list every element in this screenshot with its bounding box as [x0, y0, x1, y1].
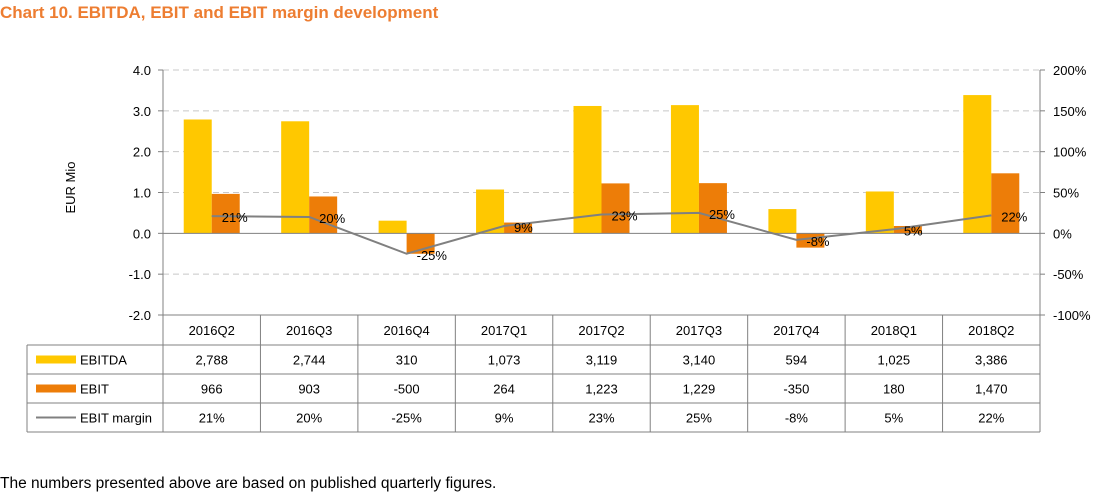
table-cell: 903	[298, 382, 320, 397]
bar-ebit	[893, 225, 922, 234]
legend-label: EBITDA	[80, 353, 127, 368]
table-cell: 594	[786, 353, 808, 368]
y2-tick-label: 0%	[1053, 226, 1072, 241]
ebit-margin-data-label: 5%	[904, 223, 923, 238]
ebit-margin-data-label: 21%	[222, 210, 248, 225]
y-tick-label: -2.0	[129, 308, 151, 323]
bar-ebitda	[183, 119, 212, 234]
margin-line	[211, 211, 992, 255]
y2-tick-label: 200%	[1053, 63, 1087, 78]
bar-ebitda	[963, 95, 992, 234]
chart-title: Chart 10. EBITDA, EBIT and EBIT margin d…	[0, 3, 439, 22]
legend-key-ebitda	[36, 355, 76, 364]
table-cell: 5%	[884, 411, 903, 426]
bar-ebitda	[476, 189, 505, 234]
table-cell: 1,229	[683, 382, 716, 397]
table-cell: 25%	[686, 411, 712, 426]
table-cell: 3,119	[586, 353, 618, 368]
y2-tick-label: 100%	[1053, 145, 1087, 160]
legend-key-ebit	[36, 384, 76, 393]
table-cell: 1,470	[975, 382, 1008, 397]
y2-tick-label: 50%	[1053, 186, 1079, 201]
bar-ebitda	[865, 191, 894, 234]
bar-ebit	[211, 193, 240, 234]
x-category-label: 2017Q3	[676, 323, 722, 338]
y-tick-label: 3.0	[133, 104, 151, 119]
table-cell: -8%	[785, 411, 809, 426]
footnote: The numbers presented above are based on…	[0, 475, 497, 492]
x-category-label: 2017Q4	[773, 323, 819, 338]
y-tick-label: 2.0	[133, 145, 151, 160]
chart: 4.0 3.0 2.0 1.0 0.0 -1.0 -2.0 200% 150% 100% 50% 0%…	[26, 63, 1091, 433]
y2-tick-label: -50%	[1053, 267, 1084, 282]
bars	[183, 95, 1020, 254]
table-cell: 1,025	[878, 353, 911, 368]
legend-label: EBIT margin	[80, 411, 152, 426]
x-category-label: 2018Q1	[871, 323, 917, 338]
legend-label: EBIT	[80, 382, 109, 397]
y-tick-label: 0.0	[133, 226, 151, 241]
y2-tick-label: 150%	[1053, 104, 1087, 119]
table-cell: 22%	[978, 411, 1004, 426]
bar-ebit	[991, 173, 1020, 234]
x-category-label: 2016Q2	[189, 323, 235, 338]
table-cell: 2,744	[293, 353, 326, 368]
table-cell: 23%	[588, 411, 614, 426]
axes: 4.0 3.0 2.0 1.0 0.0 -1.0 -2.0 200% 150% 100% 50% 0%…	[63, 63, 1091, 323]
table-cell: -25%	[391, 411, 422, 426]
x-category-label: 2018Q2	[968, 323, 1014, 338]
table-cell: 966	[201, 382, 223, 397]
table-cell: 310	[396, 353, 418, 368]
bar-ebitda	[573, 105, 602, 234]
y-axis-title: EUR Mio	[63, 161, 78, 213]
bar-ebitda	[378, 220, 407, 234]
table-cell: 2,788	[195, 353, 228, 368]
data-labels: 21% 20% -25% 9% 23% 25% -8% 5% 22%	[222, 207, 1028, 263]
table-cell: 1,073	[488, 353, 521, 368]
x-category-label: 2016Q4	[383, 323, 429, 338]
ebit-margin-data-label: 23%	[612, 209, 638, 224]
bar-ebit	[601, 183, 630, 234]
y-tick-label: -1.0	[129, 267, 151, 282]
ebit-margin-data-label: 25%	[709, 207, 735, 222]
table-cell: 3,386	[975, 353, 1008, 368]
bar-ebit	[698, 183, 727, 234]
bar-ebitda	[670, 105, 699, 234]
table-cell: 264	[493, 382, 515, 397]
bar-ebitda	[768, 209, 797, 234]
table-cell: -500	[394, 382, 420, 397]
table-cell: 3,140	[683, 353, 716, 368]
y-tick-label: 4.0	[133, 63, 151, 78]
table-cell: 21%	[199, 411, 225, 426]
table-cell: 20%	[296, 411, 322, 426]
table-cell: 9%	[495, 411, 514, 426]
ebit-margin-data-label: 9%	[514, 220, 533, 235]
table-cell: -350	[783, 382, 809, 397]
y-tick-label: 1.0	[133, 186, 151, 201]
bar-ebitda	[281, 121, 310, 234]
table-cell: 180	[883, 382, 905, 397]
ebit-margin-data-label: 22%	[1001, 209, 1027, 224]
bar-ebit	[504, 222, 533, 234]
x-category-label: 2016Q3	[286, 323, 332, 338]
ebit-margin-data-label: -25%	[417, 248, 448, 263]
table-cell: 1,223	[585, 382, 618, 397]
x-category-label: 2017Q2	[578, 323, 624, 338]
data-table: 2016Q2 2016Q3 2016Q4 2017Q1 2017Q2 2017Q3 2017…	[26, 314, 1041, 433]
ebit-margin-data-label: -8%	[806, 234, 830, 249]
ebit-margin-data-label: 20%	[319, 211, 345, 226]
x-category-label: 2017Q1	[481, 323, 527, 338]
y2-tick-label: -100%	[1053, 308, 1091, 323]
bar-ebit	[309, 196, 338, 234]
